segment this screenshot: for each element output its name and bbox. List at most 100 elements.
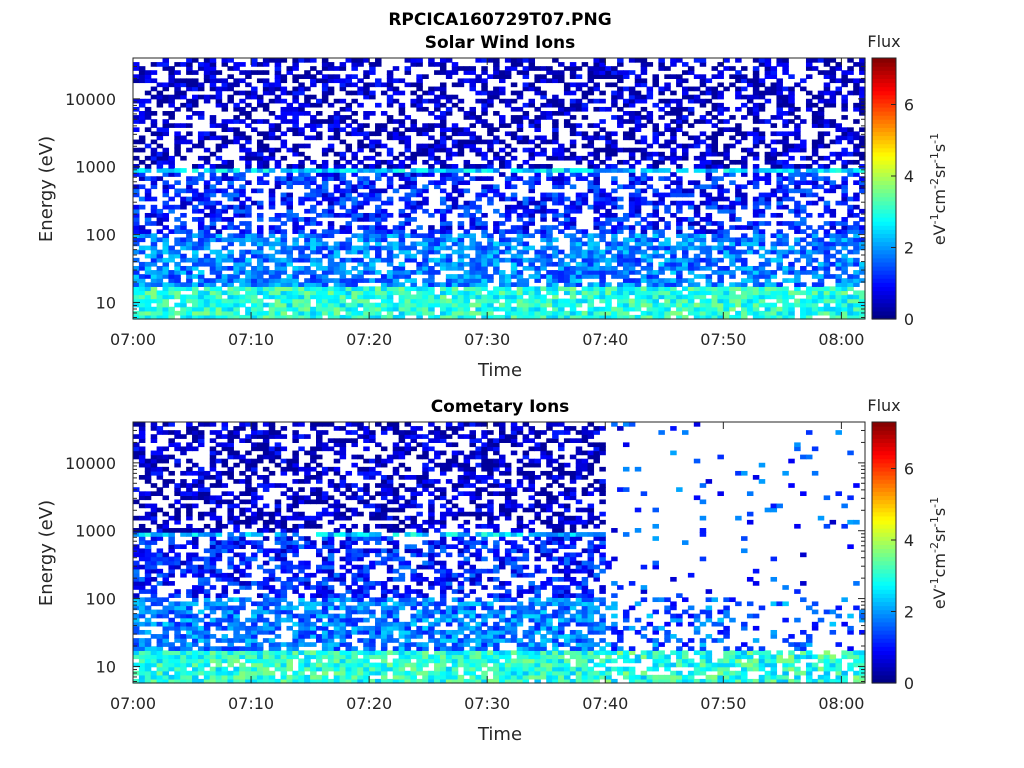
spectrogram-cell [776,221,783,226]
spectrogram-cell [540,225,547,230]
colorbar-swatch [872,302,896,308]
spectrogram-cell [829,168,837,173]
spectrogram-cell [369,62,376,67]
spectrogram-cell [593,208,600,214]
spectrogram-cell [552,127,559,133]
spectrogram-cell [741,278,748,283]
spectrogram-cell [268,131,276,137]
spectrogram-cell [717,82,724,88]
spectrogram-cell [605,168,612,173]
spectrogram-cell [463,115,471,120]
spectrogram-cell [729,143,736,149]
spectrogram-cell [682,192,689,198]
spectrogram-cell [764,159,772,165]
spectrogram-cell [404,135,412,141]
spectrogram-cell [144,294,152,300]
spectrogram-cell [853,278,860,283]
spectrogram-cell [280,155,288,161]
spectrogram-cell [682,119,689,124]
spectrogram-cell [162,172,170,177]
spectrogram-cell [380,159,388,165]
spectrogram-cell [451,188,459,194]
spectrogram-cell [150,245,158,251]
spectrogram-cell [699,237,707,243]
spectrogram-cells [133,58,866,320]
spectrogram-cell [658,66,665,71]
spectrogram-cell [569,143,577,149]
spectrogram-cell [233,139,240,145]
spectrogram-cell [493,168,500,173]
spectrogram-cell [628,70,636,75]
spectrogram-cell [782,204,789,210]
spectrogram-cell [487,237,494,243]
spectrogram-cell [658,200,665,206]
spectrogram-cell [823,143,831,149]
spectrogram-cell [245,139,252,145]
spectrogram-cell [835,274,842,279]
spectrogram-cell [398,102,406,108]
spectrogram-cell [227,302,234,308]
spectrogram-cell [628,155,636,161]
spectrogram-cell [776,139,783,145]
spectrogram-cell [251,294,258,300]
spectrogram-cell [776,294,783,300]
spectrogram-cell [357,298,364,304]
spectrogram-cell [693,314,701,320]
spectrogram-cell [658,155,665,161]
spectrogram-cell [729,115,736,120]
spectrogram-cell [156,131,164,137]
spectrogram-cell [516,310,524,316]
spectrogram-cell [723,237,730,243]
spectrogram-cell [457,306,465,312]
spectrogram-cell [723,290,730,296]
spectrogram-cell [569,241,577,247]
colorbar-swatch [872,184,896,190]
spectrogram-cell [316,314,323,320]
spectrogram-cell [327,192,335,198]
spectrogram-cell [392,314,400,320]
spectrogram-cell [280,249,288,255]
spectrogram-cell [628,90,636,96]
spectrogram-cell [717,102,724,108]
spectrogram-cell [611,74,618,79]
spectrogram-cell [156,143,164,149]
spectrogram-cell [209,290,217,296]
spectrogram-cell [434,249,441,255]
spectrogram-cell [404,192,412,198]
spectrogram-cell [770,164,778,169]
spectrogram-cell [682,155,689,161]
spectrogram-cell [363,253,370,259]
spectrogram-cell [599,306,606,312]
spectrogram-cell [735,217,742,222]
spectrogram-cell [168,196,175,202]
colorbar-swatch [872,229,896,234]
spectrogram-cell [746,98,754,104]
spectrogram-cell [274,70,282,75]
spectrogram-cell [805,270,813,275]
spectrogram-cell [805,225,813,230]
spectrogram-cell [711,237,719,243]
spectrogram-cell [853,147,860,153]
spectrogram-cell [587,184,595,190]
spectrogram-cell [835,127,842,133]
spectrogram-cell [510,168,518,173]
spectrogram-cell [357,200,364,206]
spectrogram-cell [575,172,583,177]
spectrogram-cell [575,102,583,108]
spectrogram-cell [699,131,707,137]
spectrogram-cell [758,274,766,279]
colorbar-swatch [872,151,896,157]
spectrogram-cell [664,168,671,173]
spectrogram-cell [534,310,541,316]
spectrogram-cell [451,282,459,287]
spectrogram-cell [764,74,772,79]
spectrogram-cell [758,196,766,202]
spectrogram-cell [682,168,689,173]
spectrogram-cell [227,221,234,226]
spectrogram-cell [558,111,565,116]
spectrogram-cell [634,306,642,312]
x-axis-label: Time [477,360,522,381]
spectrogram-cell [811,270,819,275]
spectrogram-cell [369,147,376,153]
spectrogram-cell [316,164,323,169]
